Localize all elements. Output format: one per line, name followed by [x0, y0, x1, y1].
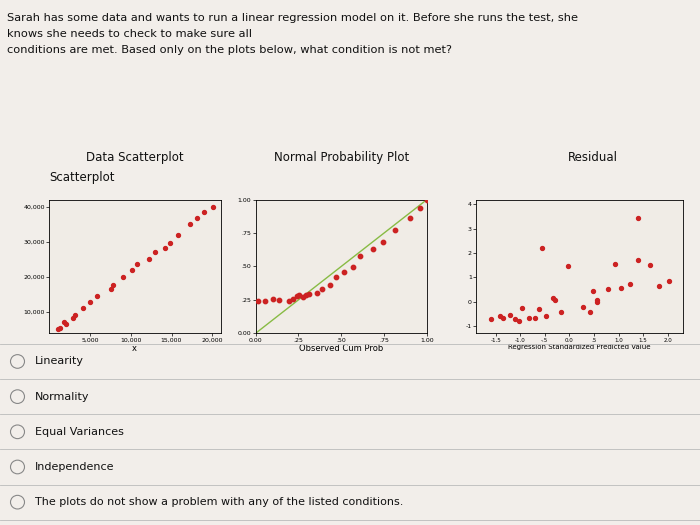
- Point: [118, 273, 129, 281]
- Point: [59, 318, 70, 326]
- Point: [377, 237, 388, 246]
- Point: [663, 277, 674, 285]
- Point: [592, 296, 603, 304]
- X-axis label: Regression Standardized Predicted Value: Regression Standardized Predicted Value: [508, 344, 650, 350]
- Point: [184, 220, 195, 228]
- Point: [149, 248, 160, 257]
- Point: [303, 290, 314, 298]
- Point: [368, 245, 379, 254]
- Point: [592, 298, 603, 306]
- X-axis label: x: x: [132, 344, 137, 353]
- Point: [105, 285, 116, 293]
- Point: [485, 315, 496, 323]
- Point: [603, 285, 614, 293]
- Point: [421, 195, 433, 204]
- Point: [633, 256, 644, 264]
- Point: [415, 204, 426, 213]
- Point: [301, 291, 312, 299]
- Text: Residual: Residual: [568, 151, 618, 164]
- Point: [505, 310, 516, 319]
- Text: Normality: Normality: [35, 392, 90, 402]
- Point: [55, 324, 66, 332]
- Point: [160, 244, 171, 252]
- Point: [389, 225, 400, 234]
- Text: Linearity: Linearity: [35, 356, 84, 366]
- Point: [284, 297, 295, 305]
- Point: [529, 313, 540, 322]
- Point: [653, 281, 664, 290]
- Point: [524, 313, 535, 322]
- Text: Scatterplot: Scatterplot: [49, 171, 115, 184]
- Point: [287, 295, 298, 303]
- Point: [498, 314, 509, 322]
- Point: [60, 320, 71, 328]
- Text: Independence: Independence: [35, 462, 115, 472]
- Point: [259, 297, 270, 305]
- Point: [517, 303, 528, 312]
- Point: [347, 262, 358, 271]
- Point: [69, 311, 80, 320]
- Point: [311, 289, 322, 297]
- Point: [563, 262, 574, 270]
- Point: [52, 325, 64, 333]
- Point: [330, 273, 342, 281]
- Point: [91, 292, 102, 301]
- Point: [550, 296, 561, 304]
- Point: [644, 261, 655, 270]
- Point: [199, 208, 210, 216]
- Point: [537, 244, 548, 253]
- Point: [509, 315, 520, 323]
- Point: [547, 293, 559, 302]
- Point: [533, 305, 544, 313]
- Point: [273, 296, 284, 304]
- Text: Data Scatterplot: Data Scatterplot: [86, 151, 183, 164]
- Point: [144, 255, 155, 263]
- Point: [555, 308, 566, 316]
- Point: [127, 266, 138, 274]
- Point: [298, 293, 309, 301]
- Point: [191, 214, 202, 223]
- Point: [253, 297, 264, 305]
- Point: [267, 295, 279, 303]
- Point: [404, 213, 415, 222]
- Point: [339, 268, 350, 276]
- Point: [172, 230, 183, 239]
- Text: Normal Probability Plot: Normal Probability Plot: [274, 151, 409, 164]
- Text: Sarah has some data and wants to run a linear regression model on it. Before she: Sarah has some data and wants to run a l…: [7, 13, 578, 23]
- X-axis label: Observed Cum Prob: Observed Cum Prob: [299, 344, 384, 353]
- Point: [78, 303, 89, 312]
- Point: [540, 312, 552, 320]
- Text: knows she needs to check to make sure all: knows she needs to check to make sure al…: [7, 29, 252, 39]
- Point: [615, 284, 626, 292]
- Point: [624, 279, 636, 288]
- Point: [632, 214, 643, 222]
- Point: [84, 298, 95, 307]
- Point: [609, 260, 620, 268]
- Point: [108, 280, 119, 289]
- Point: [324, 281, 335, 289]
- Point: [208, 203, 219, 212]
- Text: The plots do not show a problem with any of the listed conditions.: The plots do not show a problem with any…: [35, 497, 403, 507]
- Point: [291, 292, 302, 301]
- Text: conditions are met. Based only on the plots below, what condition is not met?: conditions are met. Based only on the pl…: [7, 45, 452, 55]
- Point: [316, 285, 328, 293]
- Text: Equal Variances: Equal Variances: [35, 427, 124, 437]
- Point: [354, 252, 365, 260]
- Point: [587, 286, 598, 295]
- Point: [293, 291, 304, 299]
- Point: [131, 260, 142, 268]
- Point: [514, 317, 525, 326]
- Point: [584, 308, 596, 317]
- Point: [67, 314, 78, 322]
- Point: [578, 303, 589, 311]
- Point: [494, 312, 505, 320]
- Point: [164, 238, 176, 247]
